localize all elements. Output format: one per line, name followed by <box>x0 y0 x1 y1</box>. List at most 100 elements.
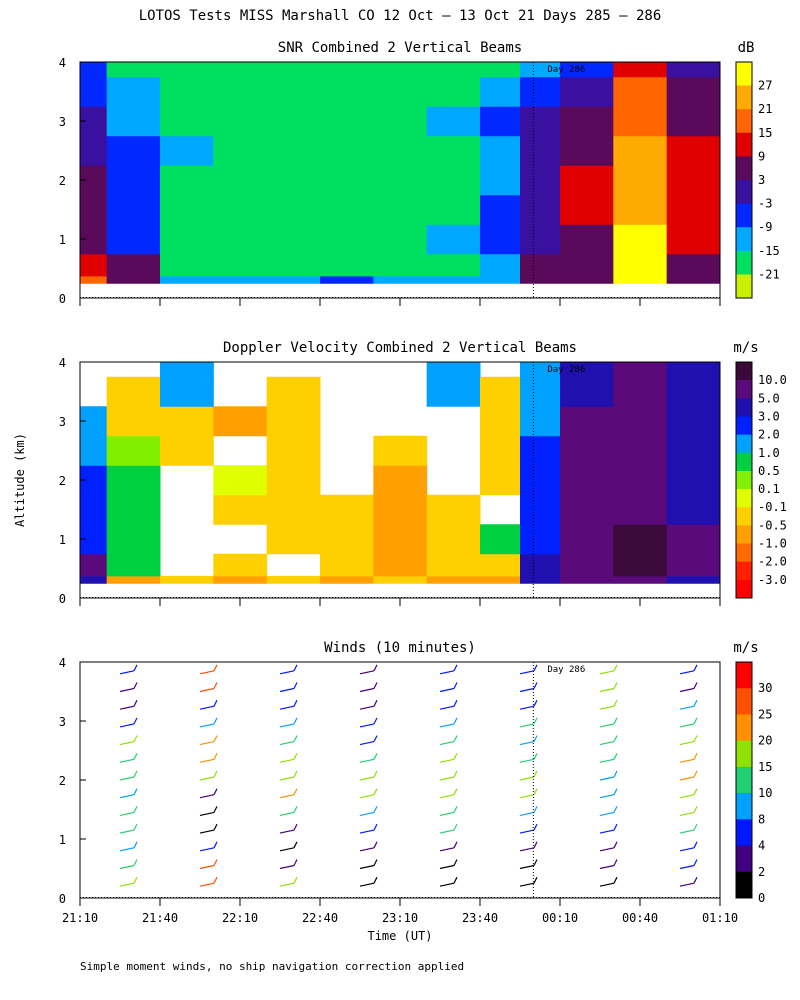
wind-barb <box>279 859 298 870</box>
heatmap-cell <box>480 524 521 555</box>
heatmap-cell <box>266 524 321 555</box>
heatmap-cell <box>373 465 428 496</box>
colorbar-label: 9 <box>758 149 765 163</box>
wind-barb <box>599 682 618 693</box>
heatmap-cell <box>560 135 614 166</box>
heatmap-cell <box>613 194 668 225</box>
wind-barb <box>599 735 618 746</box>
colorbar-swatch <box>736 62 752 87</box>
snr-colorbar: 27 21 15 9 3 -3 -9 -15 -21 <box>735 61 780 299</box>
heatmap-cell <box>373 194 428 225</box>
heatmap-cell <box>266 494 321 525</box>
colorbar-swatch <box>736 507 752 526</box>
colorbar-swatch <box>736 525 752 545</box>
heatmap-cell <box>480 435 521 466</box>
heatmap-cell <box>106 275 161 284</box>
heatmap-cell <box>106 165 161 196</box>
wind-barb <box>439 806 458 816</box>
heatmap-cell <box>373 494 428 525</box>
heatmap-cell <box>213 62 268 78</box>
heatmap-cell <box>613 362 668 378</box>
wind-barb <box>199 859 218 870</box>
colorbar-label: 27 <box>758 79 772 93</box>
heatmap-cell <box>160 106 214 137</box>
x-tick-label: 22:10 <box>222 911 258 925</box>
wind-barb <box>359 841 378 852</box>
wind-barb <box>199 664 218 675</box>
colorbar-swatch <box>736 489 752 508</box>
heatmap-cell <box>520 106 561 137</box>
heatmap-cell <box>560 406 614 437</box>
wind-barb <box>359 753 378 763</box>
heatmap-cell <box>480 465 521 496</box>
wind-barb <box>679 735 698 746</box>
heatmap-cell <box>666 275 720 284</box>
heatmap-cell <box>520 165 561 196</box>
doppler-axes: 0 1 2 3 4 Day 286 <box>59 356 721 606</box>
colorbar-swatch <box>736 470 752 490</box>
wind-barb <box>519 664 538 675</box>
colorbar-label: 15 <box>758 126 772 140</box>
snr-colorbar-unit: dB <box>738 40 755 56</box>
colorbar-label: 30 <box>758 681 772 695</box>
heatmap-cell <box>520 362 561 378</box>
wind-barb <box>519 753 538 763</box>
heatmap-cell <box>106 253 161 277</box>
wind-barb <box>119 876 138 887</box>
colorbar-swatch <box>736 740 752 768</box>
heatmap-cell <box>106 524 161 555</box>
winds-barbs <box>119 664 698 887</box>
heatmap-cell <box>560 494 614 525</box>
heatmap-cell <box>320 494 374 525</box>
heatmap-cell <box>426 494 481 525</box>
heatmap-cell <box>266 106 321 137</box>
wind-barb <box>119 717 138 728</box>
wind-barb <box>279 699 298 710</box>
heatmap-cell <box>426 62 481 78</box>
wind-barb <box>119 788 138 799</box>
colorbar-label: -0.1 <box>758 500 787 514</box>
heatmap-cell <box>613 76 668 107</box>
heatmap-cell <box>520 376 561 407</box>
heatmap-cell <box>613 165 668 196</box>
heatmap-cell <box>426 76 481 107</box>
wind-barb <box>199 876 218 887</box>
colorbar-label: 0 <box>758 891 765 905</box>
heatmap-cell <box>426 362 481 378</box>
y-tick-label: 4 <box>59 56 66 70</box>
x-tick-label: 23:10 <box>382 911 418 925</box>
heatmap-cell <box>320 194 374 225</box>
heatmap-cell <box>106 76 161 107</box>
wind-barb <box>119 770 138 781</box>
heatmap-cell <box>480 76 521 107</box>
colorbar-frame <box>735 661 753 899</box>
heatmap-cell <box>666 524 720 555</box>
doppler-colorbar: 10.0 5.0 3.0 2.0 1.0 0.5 0.1 -0.1 -0.5 -1.0 -2.0 -3… <box>735 361 787 599</box>
footnote: Simple moment winds, no ship navigation … <box>80 960 464 973</box>
heatmap-cell <box>80 76 108 107</box>
heatmap-cell <box>373 106 428 137</box>
heatmap-cell <box>213 575 268 584</box>
wind-barb <box>679 823 698 834</box>
heatmap-cell <box>266 465 321 496</box>
heatmap-cell <box>106 575 161 584</box>
colorbar-label: 2 <box>758 865 765 879</box>
heatmap-cell <box>560 165 614 196</box>
wind-barb <box>119 682 138 693</box>
colorbar-label: 20 <box>758 734 772 748</box>
y-tick-label: 3 <box>59 715 66 729</box>
x-tick-labels: 21:10 21:40 22:10 22:40 23:10 23:40 00:10 00:40… <box>62 911 738 925</box>
y-tick-label: 1 <box>59 233 66 247</box>
colorbar-label: 0.5 <box>758 464 780 478</box>
colorbar-swatch <box>736 434 752 454</box>
colorbar-swatch <box>736 766 752 794</box>
colorbar-swatch <box>736 688 752 715</box>
heatmap-cell <box>373 135 428 166</box>
colorbar-swatch <box>736 362 752 381</box>
winds-colorbar-unit: m/s <box>733 640 758 656</box>
heatmap-cell <box>613 135 668 166</box>
x-tick-label: 23:40 <box>462 911 498 925</box>
wind-barb <box>359 823 378 834</box>
wind-barb <box>519 788 538 799</box>
